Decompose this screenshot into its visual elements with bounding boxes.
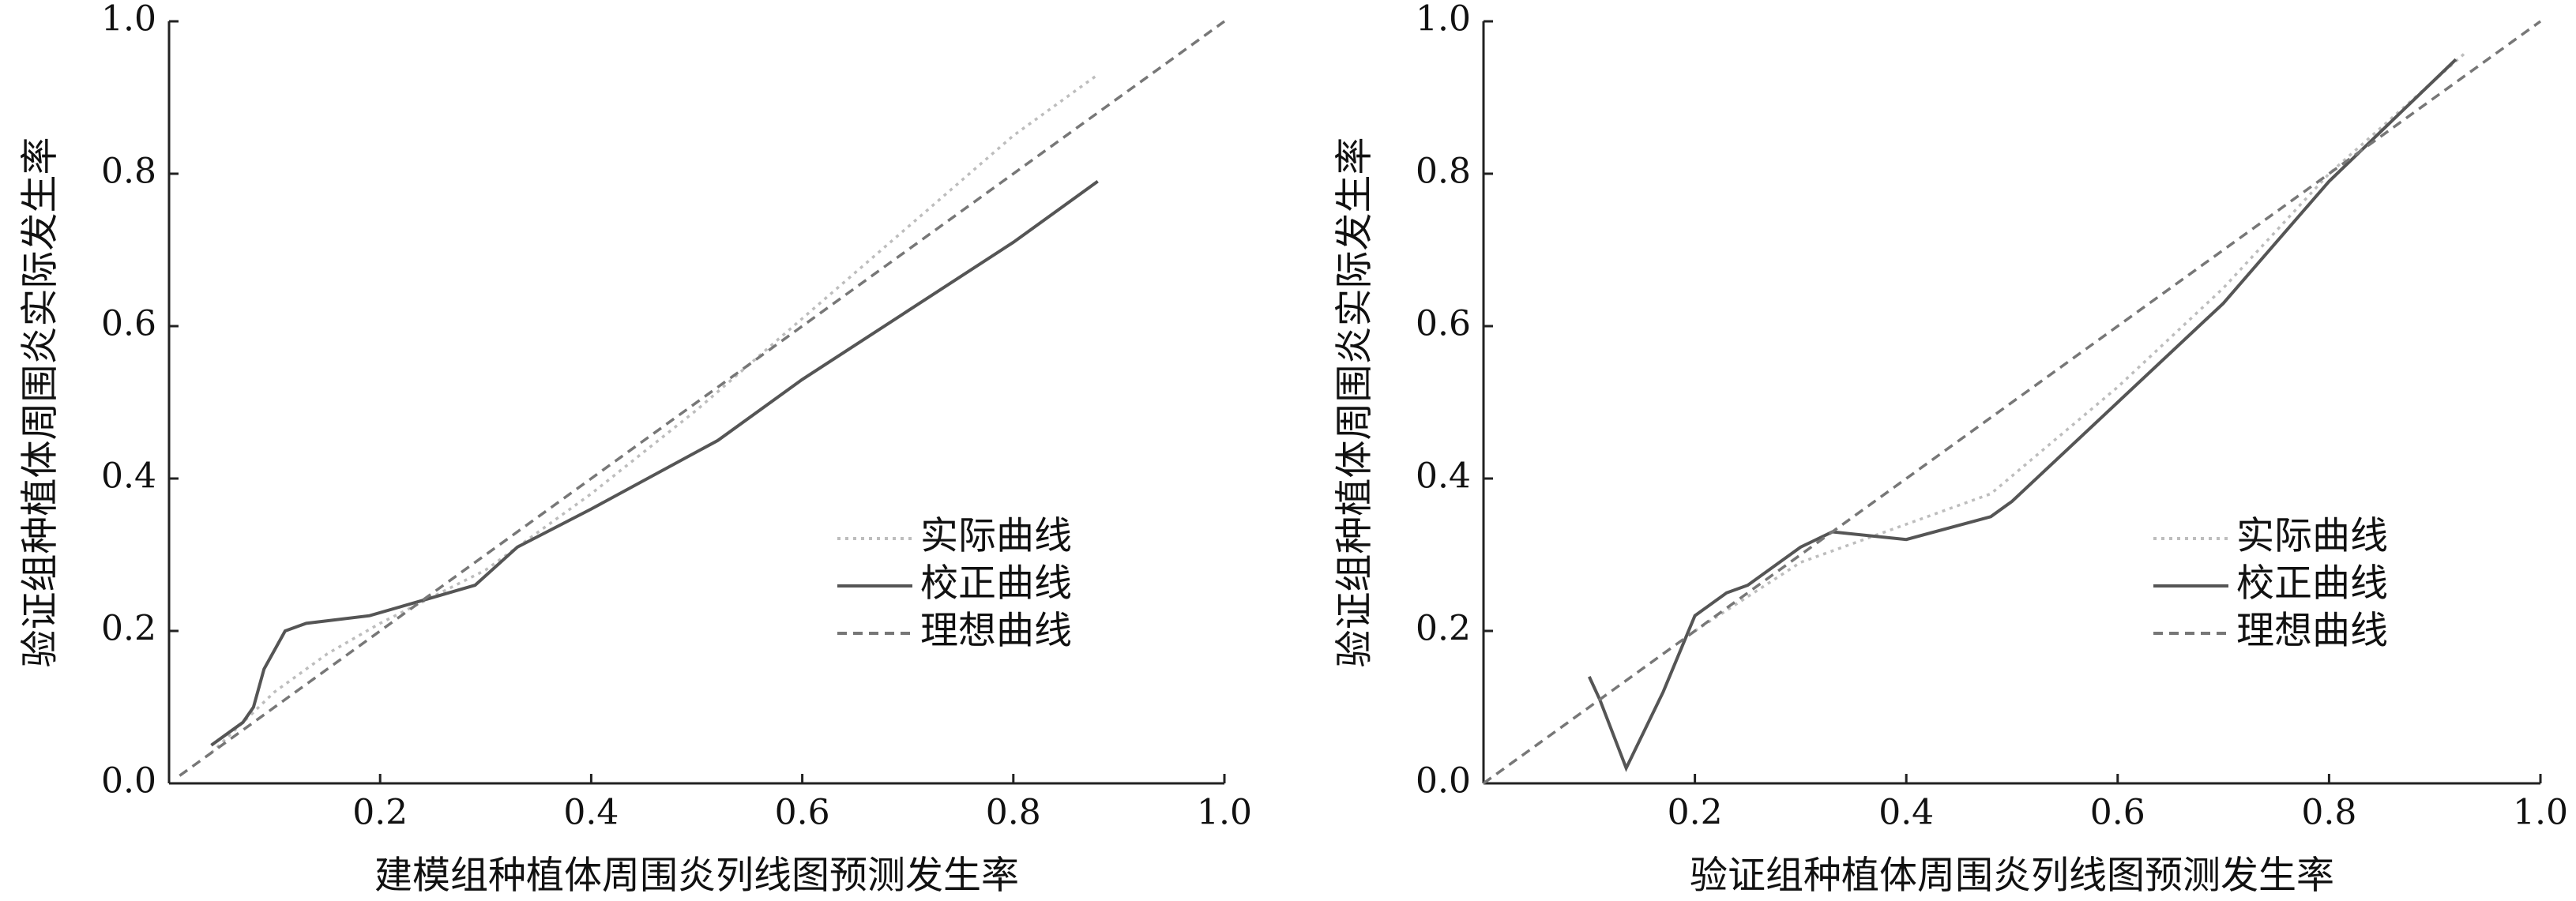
x-tick-label: 0.4 — [563, 793, 619, 833]
y-axis-label: 验证组种植体周围炎实际发生率 — [1333, 137, 1377, 667]
y-tick-label: 0.4 — [1416, 456, 1471, 497]
x-axis-label: 验证组种植体周围炎列线图预测发生率 — [1690, 854, 2334, 898]
y-tick-label: 0.6 — [101, 304, 156, 344]
x-tick-label: 0.6 — [2090, 793, 2145, 833]
legend-label: 理想曲线 — [2236, 609, 2388, 653]
y-tick-label: 0.6 — [1416, 304, 1471, 344]
series-line — [210, 180, 1099, 747]
y-tick-label: 0.8 — [1416, 152, 1471, 192]
series-line — [1482, 20, 2542, 785]
y-tick-label: 0.2 — [1416, 609, 1471, 649]
legend-label: 实际曲线 — [2236, 514, 2388, 558]
y-tick-label: 0.0 — [1416, 761, 1471, 802]
series-line — [1694, 51, 2468, 633]
x-tick-label: 0.2 — [1668, 793, 1723, 833]
legend-label: 理想曲线 — [920, 609, 1072, 653]
series-line — [179, 20, 1226, 777]
y-axis-label: 验证组种植体周围炎实际发生率 — [18, 137, 62, 667]
legend-label: 实际曲线 — [920, 514, 1072, 558]
x-tick-label: 0.2 — [352, 793, 408, 833]
x-tick-label: 0.8 — [2301, 793, 2356, 833]
legend-label: 校正曲线 — [920, 561, 1072, 606]
x-tick-label: 1.0 — [1197, 793, 1252, 833]
x-tick-label: 0.4 — [1878, 793, 1934, 833]
series-line — [1587, 58, 2458, 772]
legend-label: 校正曲线 — [2236, 561, 2388, 606]
y-tick-label: 1.0 — [101, 0, 156, 39]
x-tick-label: 0.8 — [986, 793, 1041, 833]
y-tick-label: 0.2 — [101, 609, 156, 649]
y-tick-label: 0.8 — [101, 152, 156, 192]
y-tick-label: 0.0 — [101, 761, 156, 802]
y-tick-label: 1.0 — [1416, 0, 1471, 39]
x-tick-label: 0.6 — [775, 793, 830, 833]
x-axis-label: 建模组种植体周围炎列线图预测发生率 — [374, 854, 1019, 898]
x-tick-label: 1.0 — [2513, 793, 2568, 833]
y-tick-label: 0.4 — [101, 456, 156, 497]
